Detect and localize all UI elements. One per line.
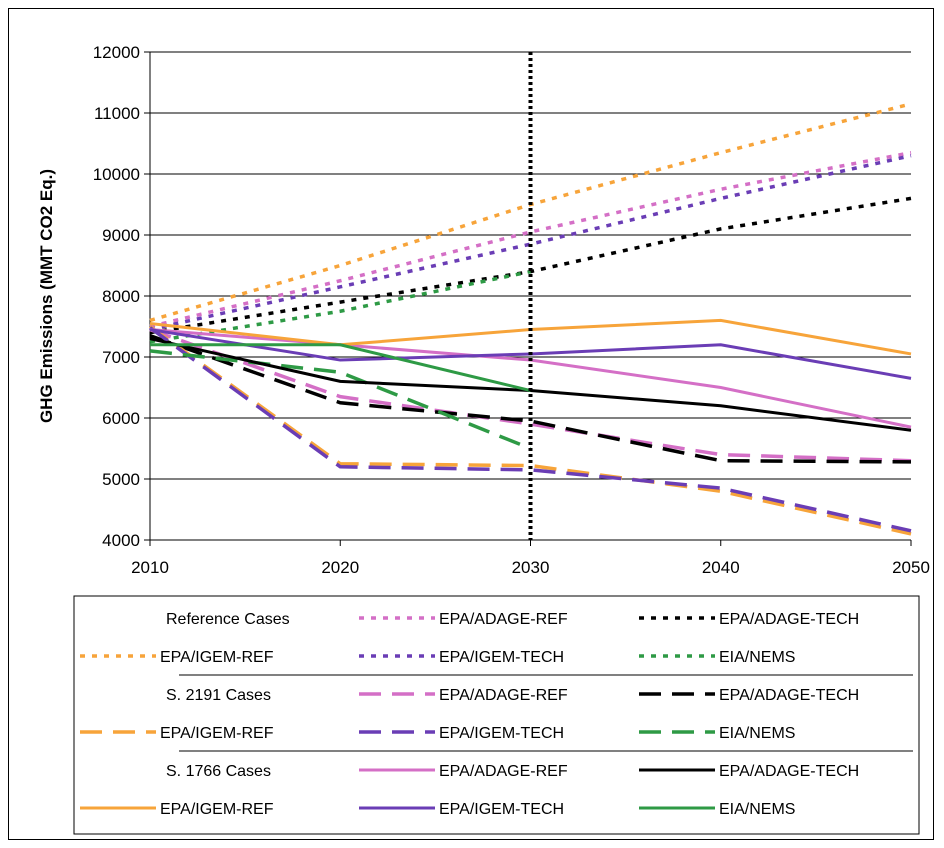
legend-entry-label: EIA/NEMS bbox=[719, 801, 795, 818]
legend-entry-label: EPA/IGEM-REF bbox=[160, 801, 274, 818]
y-tick-label: 11000 bbox=[94, 104, 140, 123]
x-tick-label: 2020 bbox=[321, 558, 359, 577]
series-line bbox=[149, 327, 912, 463]
legend-entry-label: EPA/ADAGE-TECH bbox=[719, 687, 859, 704]
series-line bbox=[150, 343, 531, 393]
x-tick-label: 2030 bbox=[512, 558, 550, 577]
legend-entry-label: EPA/IGEM-TECH bbox=[439, 801, 564, 818]
legend-group-label: S. 1766 Cases bbox=[166, 763, 271, 780]
legend-entry-label: EPA/IGEM-REF bbox=[160, 649, 274, 666]
legend-entry-label: EIA/NEMS bbox=[719, 725, 795, 742]
y-tick-label: 9000 bbox=[102, 226, 140, 245]
x-tick-label: 2040 bbox=[702, 558, 740, 577]
legend-entry-label: EPA/ADAGE-REF bbox=[439, 611, 568, 628]
legend-entry-label: EPA/ADAGE-REF bbox=[439, 763, 568, 780]
legend-entry-label: EPA/IGEM-REF bbox=[160, 725, 274, 742]
legend-group-label: S. 2191 Cases bbox=[166, 687, 271, 704]
legend-entry-label: EIA/NEMS bbox=[719, 649, 795, 666]
legend-group-label: Reference Cases bbox=[166, 611, 290, 628]
series-line bbox=[148, 325, 912, 536]
y-tick-label: 4000 bbox=[102, 531, 140, 550]
series-line bbox=[149, 153, 912, 332]
series-line bbox=[149, 150, 912, 329]
y-tick-label: 6000 bbox=[102, 409, 140, 428]
legend-entry-label: EPA/ADAGE-TECH bbox=[719, 763, 859, 780]
legend-entry-label: EPA/ADAGE-REF bbox=[439, 687, 568, 704]
legend-entry-label: EPA/ADAGE-TECH bbox=[719, 611, 859, 628]
y-tick-label: 8000 bbox=[102, 287, 140, 306]
legend-entry-label: EPA/IGEM-TECH bbox=[439, 725, 564, 742]
y-tick-label: 12000 bbox=[93, 43, 140, 62]
axes: 4000 5000 6000 7000 8000 9000 10000 11000 12000 2… bbox=[93, 43, 930, 577]
legend: Reference Cases EPA/ADAGE-REF EPA/ADAGE-TE… bbox=[73, 595, 920, 835]
chart-frame bbox=[8, 8, 934, 840]
y-tick-label: 7000 bbox=[102, 348, 140, 367]
y-axis-label: GHG Emissions (MMT CO2 Eq.) bbox=[37, 169, 56, 423]
x-tick-label: 2050 bbox=[892, 558, 930, 577]
series-line bbox=[149, 333, 912, 464]
y-tick-label: 10000 bbox=[93, 165, 140, 184]
legend-entry-label: EPA/IGEM-TECH bbox=[439, 649, 564, 666]
x-tick-label: 2010 bbox=[131, 558, 169, 577]
y-tick-label: 5000 bbox=[102, 470, 140, 489]
legend-box bbox=[73, 595, 920, 835]
